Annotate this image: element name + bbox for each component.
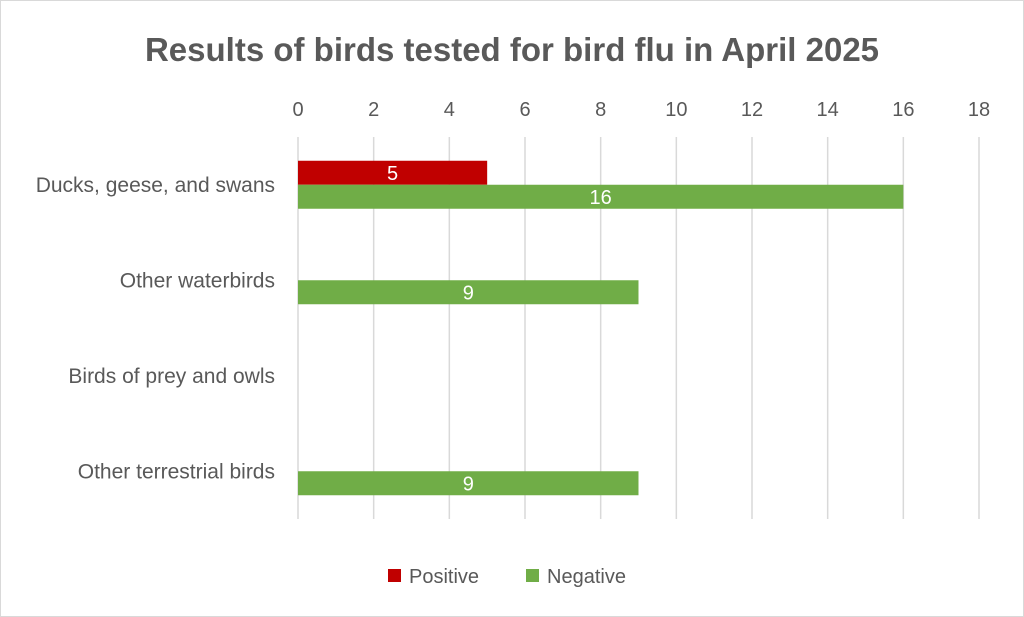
x-tick-label: 14 xyxy=(817,99,839,121)
data-labels: 5 16 9 9 xyxy=(387,163,612,496)
x-tick-label: 4 xyxy=(444,99,455,121)
data-label: 5 xyxy=(387,163,398,185)
chart-title: Results of birds tested for bird flu in … xyxy=(145,31,879,68)
x-tick-label: 2 xyxy=(368,99,379,121)
legend-swatch xyxy=(526,569,539,582)
x-tick-label: 10 xyxy=(665,99,687,121)
data-label: 9 xyxy=(463,282,474,304)
legend: Positive Negative xyxy=(388,566,626,588)
x-axis-ticks: 0 2 4 6 8 10 12 14 16 18 xyxy=(292,99,990,121)
x-tick-label: 16 xyxy=(892,99,914,121)
category-label: Other terrestrial birds xyxy=(78,460,275,483)
category-label: Ducks, geese, and swans xyxy=(36,174,275,197)
bars xyxy=(298,160,904,496)
data-label: 16 xyxy=(590,187,612,209)
bar-positive xyxy=(298,160,488,185)
category-label: Other waterbirds xyxy=(120,269,275,292)
bar-negative xyxy=(298,280,639,305)
bar-negative xyxy=(298,184,904,209)
x-tick-label: 12 xyxy=(741,99,763,121)
legend-label: Negative xyxy=(547,566,626,588)
x-tick-label: 18 xyxy=(968,99,990,121)
x-tick-label: 6 xyxy=(519,99,530,121)
legend-label: Positive xyxy=(409,566,479,588)
x-tick-label: 8 xyxy=(595,99,606,121)
x-tick-label: 0 xyxy=(292,99,303,121)
data-label: 9 xyxy=(463,473,474,495)
bar-negative xyxy=(298,471,639,496)
category-label: Birds of prey and owls xyxy=(68,365,275,388)
category-labels: Ducks, geese, and swans Other waterbirds B… xyxy=(36,174,275,484)
legend-swatch xyxy=(388,569,401,582)
